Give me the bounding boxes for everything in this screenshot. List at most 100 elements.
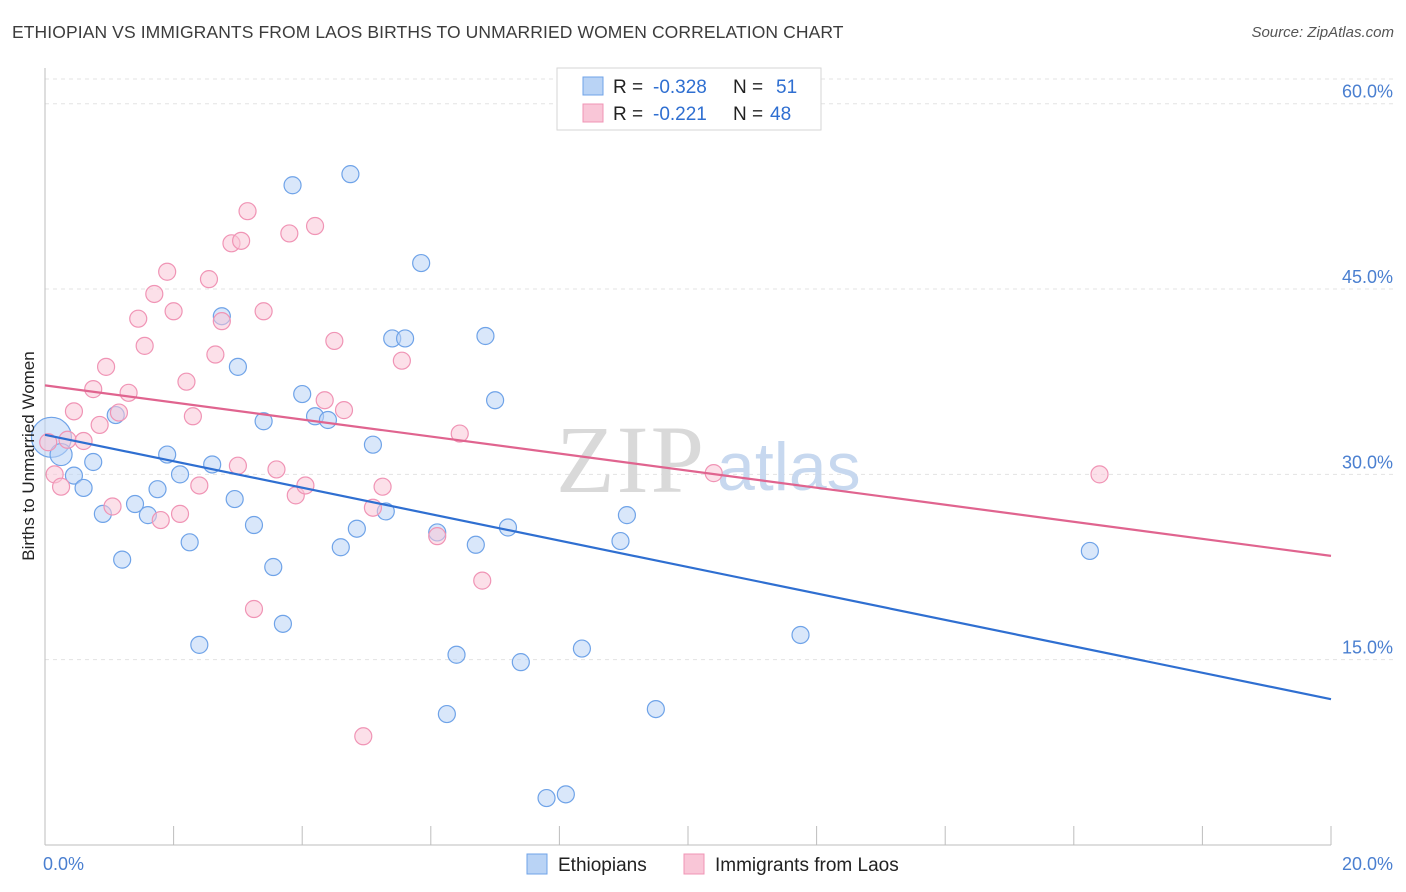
laos-point-14 [145,284,164,304]
laos-point-15 [151,510,170,530]
laos-point-27 [232,231,251,250]
laos-point-43 [428,527,447,546]
ethiopian-point-38 [466,535,485,554]
ethiopian-point-45 [572,639,592,658]
ethiopian-point-18 [228,357,247,376]
ethiopian-point-39 [476,326,495,346]
ethiopian-point-22 [273,614,293,633]
x-ticks [44,826,1332,845]
ethiopian-point-27 [331,538,350,557]
ethiopian-point-2 [64,466,84,485]
laos-point-24 [212,312,231,331]
laos-point-28 [238,202,257,221]
ethiopian-point-10 [148,480,167,499]
chart-source: Source: ZipAtlas.com [1251,24,1394,41]
laos-point-30 [254,302,273,321]
ethiopian-point-26 [318,410,338,430]
ethiopian-point-21 [264,557,283,577]
laos-point-29 [244,599,264,619]
laos-point-38 [334,401,354,420]
laos-point-18 [170,504,190,523]
laos-point-11 [119,383,138,402]
legend-n-label-1: N = [733,77,763,98]
chart-title: ETHIOPIAN VS IMMIGRANTS FROM LAOS BIRTHS… [12,22,844,42]
bottom-legend-swatch-laos [683,853,705,875]
ethiopian-point-44 [556,785,575,804]
laos-point-2 [51,477,71,496]
bottom-legend-label-ethiopians: Ethiopians [558,855,647,876]
ethiopian-point-7 [113,550,132,569]
laos-point-7 [90,415,109,435]
laos-point-17 [164,302,183,321]
ethiopian-point-8 [125,494,145,514]
y-tick-label-1: 30.0% [1342,452,1393,472]
laos-point-16 [158,262,177,281]
ethiopian-point-4 [84,452,103,472]
legend-r-label-2: R = [613,104,643,125]
ethiopian-point-29 [347,519,366,538]
y-tick-label-2: 45.0% [1342,267,1393,287]
laos-point-41 [373,477,392,496]
ethiopian-point-47 [617,506,637,525]
ethiopian-point-19 [244,515,264,535]
laos-point-45 [473,571,492,590]
ethiopian-point-17 [225,489,244,509]
laos-point-42 [392,351,411,370]
ethiopian-point-43 [537,788,556,808]
series-ethiopians [30,165,1099,808]
laos-point-31 [267,460,286,479]
ethiopian-point-40 [486,391,505,410]
laos-point-8 [96,357,116,376]
legend-r-value-1: -0.328 [653,77,707,98]
laos-point-4 [64,402,84,421]
laos-point-0 [39,433,58,452]
legend-swatch-laos [582,103,604,123]
laos-point-19 [177,372,196,391]
ethiopian-point-46 [611,531,630,551]
ethiopian-point-23 [283,176,302,195]
ethiopian-point-14 [190,635,209,654]
laos-point-22 [199,270,219,289]
ethiopian-point-50 [1080,541,1099,561]
ethiopian-point-24 [293,384,312,404]
laos-point-9 [103,497,122,516]
ethiopian-point-28 [341,165,360,184]
legend-n-value-2: 48 [770,104,791,125]
series-legend: Ethiopians Immigrants from Laos [526,853,899,876]
ethiopian-point-36 [437,704,456,724]
ethiopians-trendline [44,433,1332,701]
correlation-legend: R = -0.328 N = 51 R = -0.221 N = 48 [556,67,822,131]
ethiopian-point-3 [74,478,93,498]
laos-point-44 [450,424,469,443]
ethiopian-point-13 [180,533,199,552]
x-tick-label-min: 0.0% [43,854,84,874]
laos-point-10 [109,403,129,422]
ethiopian-point-41 [498,518,518,537]
ethiopian-point-37 [447,645,466,664]
laos-point-35 [305,216,325,236]
laos-point-32 [280,224,299,243]
ethiopian-point-49 [791,625,810,645]
legend-r-value-2: -0.221 [653,104,707,125]
laos-trendline [44,384,1332,557]
ethiopian-point-30 [363,435,383,454]
ethiopian-point-42 [511,653,530,672]
laos-point-20 [183,407,202,426]
laos-point-21 [190,476,209,495]
ethiopian-point-12 [170,465,190,484]
laos-point-13 [135,336,154,355]
laos-point-26 [228,456,247,475]
laos-point-6 [84,380,103,399]
laos-point-36 [315,391,334,410]
legend-n-label-2: N = [733,104,763,125]
laos-point-23 [206,345,225,364]
y-tick-label-0: 15.0% [1342,638,1393,658]
laos-point-12 [129,309,148,328]
watermark-atlas: atlas [717,429,861,505]
legend-r-label-1: R = [613,77,643,98]
legend-n-value-1: 51 [776,77,797,98]
x-tick-label-max: 20.0% [1342,854,1393,874]
y-axis-label: Births to Unmarried Women [19,351,38,560]
y-tick-labels: 15.0% 30.0% 45.0% 60.0% [1342,82,1393,658]
